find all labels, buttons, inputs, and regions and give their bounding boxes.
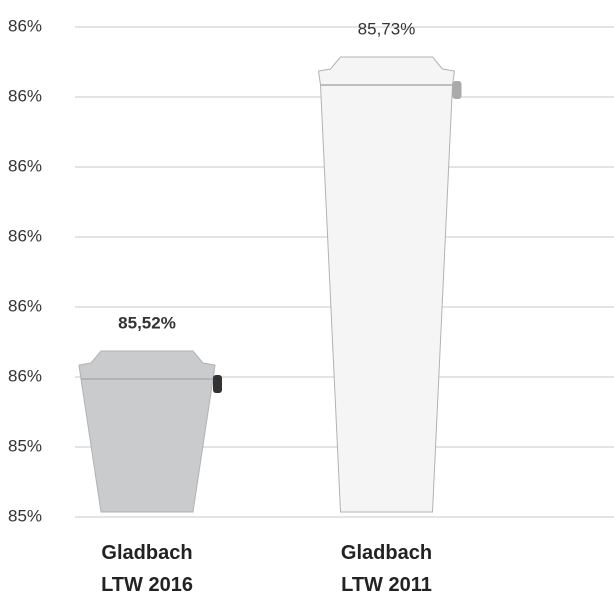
y-tick-label: 86% xyxy=(8,296,42,315)
bar xyxy=(78,350,216,513)
handle xyxy=(213,375,222,393)
y-tick-label: 86% xyxy=(8,226,42,245)
y-tick-label: 85% xyxy=(8,506,42,525)
y-tick-label: 86% xyxy=(8,16,42,35)
y-tick-label: 86% xyxy=(8,366,42,385)
value-label: 85,52% xyxy=(118,313,176,332)
x-tick-label: Gladbach LTW 2016 xyxy=(101,542,193,596)
x-tick-label: Gladbach LTW 2011 xyxy=(340,542,433,596)
bar xyxy=(317,56,456,513)
y-tick-label: 85% xyxy=(8,436,42,455)
value-label: 85,73% xyxy=(358,19,416,38)
y-tick-label: 86% xyxy=(8,156,42,175)
y-tick-label: 86% xyxy=(8,86,42,105)
handle xyxy=(452,81,462,99)
